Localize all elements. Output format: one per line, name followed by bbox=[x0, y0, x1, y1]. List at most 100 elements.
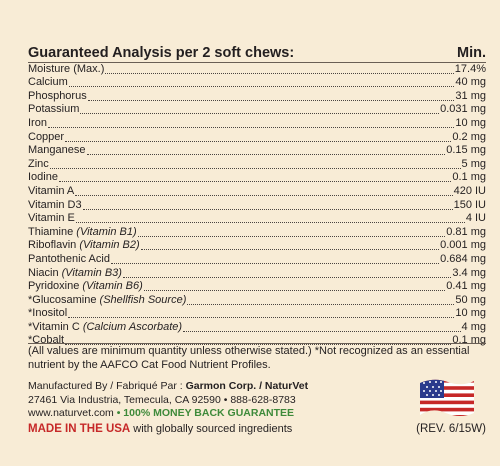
analysis-row: *Inositol 10 mg bbox=[28, 307, 486, 321]
analysis-list: Moisture (Max.) 17.4% Calcium 40 mg Phosphor… bbox=[28, 62, 486, 347]
nutrient-name: Phosphorus bbox=[28, 90, 87, 103]
analysis-row: Riboflavin (Vitamin B2) 0.001 mg bbox=[28, 239, 486, 253]
nutrient-name: Pyridoxine (Vitamin B6) bbox=[28, 280, 143, 293]
nutrient-label: Thiamine bbox=[28, 225, 77, 238]
dot-leader bbox=[80, 113, 440, 115]
footnote: (All values are minimum quantity unless … bbox=[28, 345, 470, 371]
nutrient-name: Vitamin A bbox=[28, 185, 74, 198]
nutrient-label: Vitamin E bbox=[28, 212, 75, 225]
nutrient-source: (Vitamin B1) bbox=[76, 225, 137, 238]
nutrient-name: Vitamin D3 bbox=[28, 199, 82, 212]
nutrient-name: Potassium bbox=[28, 103, 79, 116]
analysis-row: Potassium 0.031 mg bbox=[28, 103, 486, 117]
analysis-row: Moisture (Max.) 17.4% bbox=[28, 62, 486, 76]
nutrient-label: Potassium bbox=[28, 103, 80, 116]
nutrient-name: *Glucosamine (Shellfish Source) bbox=[28, 294, 186, 307]
dot-leader bbox=[187, 303, 455, 305]
analysis-row: Pantothenic Acid 0.684 mg bbox=[28, 252, 486, 266]
analysis-row: *Glucosamine (Shellfish Source) 50 mg bbox=[28, 293, 486, 307]
nutrient-name: Vitamin E bbox=[28, 212, 75, 225]
nutrient-label: Phosphorus bbox=[28, 89, 87, 102]
nutrient-source: (Vitamin B6) bbox=[82, 280, 143, 293]
list-bottom-rule bbox=[28, 343, 486, 344]
nutrient-label: Iron bbox=[28, 116, 47, 129]
bullet-separator: • bbox=[113, 407, 124, 419]
nutrient-name: Riboflavin (Vitamin B2) bbox=[28, 239, 140, 252]
dot-leader bbox=[105, 72, 454, 74]
min-column-label: Min. bbox=[457, 45, 486, 61]
nutrient-label: Zinc bbox=[28, 157, 49, 170]
revision-code: (REV. 6/15W) bbox=[416, 423, 486, 435]
dot-leader bbox=[68, 86, 455, 88]
nutrient-value: 150 IU bbox=[453, 198, 486, 211]
dot-leader bbox=[137, 235, 446, 237]
nutrient-source: (Shellfish Source) bbox=[99, 293, 187, 306]
nutrient-value: 0.684 mg bbox=[440, 252, 486, 265]
nutrient-value: 31 mg bbox=[455, 89, 486, 102]
nutrient-value: 0.81 mg bbox=[446, 225, 486, 238]
nutrient-value: 10 mg bbox=[455, 307, 486, 320]
nutrient-label: Pyridoxine bbox=[28, 280, 83, 293]
analysis-row: Copper 0.2 mg bbox=[28, 130, 486, 144]
dot-leader bbox=[86, 154, 446, 156]
nutrient-label: Vitamin D3 bbox=[28, 198, 82, 211]
dot-leader bbox=[65, 140, 452, 142]
nutrient-name: Iodine bbox=[28, 171, 58, 184]
nutrient-label: Pantothenic Acid bbox=[28, 252, 110, 265]
manufacturer-prefix: Manufactured By / Fabriqué Par : bbox=[28, 380, 186, 392]
nutrient-value: 0.41 mg bbox=[446, 280, 486, 293]
nutrient-source: (Vitamin B2) bbox=[79, 239, 140, 252]
analysis-row: Niacin (Vitamin B3) 3.4 mg bbox=[28, 266, 486, 280]
nutrient-value: 0.15 mg bbox=[446, 144, 486, 157]
analysis-row: Manganese 0.15 mg bbox=[28, 144, 486, 158]
dot-leader bbox=[75, 194, 453, 196]
heading-rule bbox=[28, 62, 486, 63]
dot-leader bbox=[122, 276, 452, 278]
made-in-usa: MADE IN THE USA bbox=[28, 423, 131, 435]
nutrient-name: Moisture (Max.) bbox=[28, 63, 104, 76]
analysis-row: *Vitamin C (Calcium Ascorbate) 4 mg bbox=[28, 320, 486, 334]
dot-leader bbox=[75, 222, 465, 224]
nutrient-value: 4 IU bbox=[465, 212, 486, 225]
analysis-row: Vitamin D3 150 IU bbox=[28, 198, 486, 212]
nutrient-label: Moisture (Max.) bbox=[28, 62, 105, 75]
analysis-row: Pyridoxine (Vitamin B6) 0.41 mg bbox=[28, 280, 486, 294]
nutrient-label: *Glucosamine bbox=[28, 293, 100, 306]
nutrient-name: Iron bbox=[28, 117, 47, 130]
dot-leader bbox=[140, 249, 440, 251]
dot-leader bbox=[49, 167, 461, 169]
nutrient-value: 4 mg bbox=[461, 320, 486, 333]
nutrient-name: *Inositol bbox=[28, 307, 67, 320]
nutrient-value: 10 mg bbox=[455, 116, 486, 129]
dot-leader bbox=[143, 290, 446, 292]
analysis-title: Guaranteed Analysis per 2 soft chews: bbox=[28, 45, 295, 61]
analysis-row: Iodine 0.1 mg bbox=[28, 171, 486, 185]
nutrient-value: 3.4 mg bbox=[452, 266, 486, 279]
nutrient-value: 0.031 mg bbox=[440, 103, 486, 116]
dot-leader bbox=[87, 99, 455, 101]
nutrient-source: (Vitamin B3) bbox=[61, 266, 122, 279]
nutrient-name: Niacin (Vitamin B3) bbox=[28, 267, 122, 280]
nutrient-value: 0.1 mg bbox=[452, 171, 486, 184]
nutrient-name: Zinc bbox=[28, 158, 49, 171]
nutrient-value: 50 mg bbox=[455, 293, 486, 306]
nutrient-label: *Inositol bbox=[28, 307, 68, 320]
nutrient-label: Manganese bbox=[28, 144, 86, 157]
nutrient-value: 0.001 mg bbox=[440, 239, 486, 252]
nutrient-label: Calcium bbox=[28, 76, 68, 89]
nutrient-value: 420 IU bbox=[453, 184, 486, 197]
manufacturer-company: Garmon Corp. / NaturVet bbox=[185, 380, 309, 392]
dot-leader bbox=[110, 262, 440, 264]
nutrient-label: Iodine bbox=[28, 171, 58, 184]
dot-leader bbox=[58, 181, 452, 183]
analysis-row: Vitamin A 420 IU bbox=[28, 184, 486, 198]
website-line: www.naturvet.com • 100% MONEY BACK GUARA… bbox=[28, 407, 408, 421]
nutrient-value: 0.2 mg bbox=[452, 130, 486, 143]
nutrient-label: Vitamin A bbox=[28, 184, 75, 197]
analysis-row: Iron 10 mg bbox=[28, 116, 486, 130]
nutrient-name: Copper bbox=[28, 131, 64, 144]
nutrient-label: Riboflavin bbox=[28, 239, 80, 252]
website-link[interactable]: www.naturvet.com bbox=[28, 407, 114, 419]
dot-leader bbox=[183, 330, 461, 332]
manufacturer-address: 27461 Via Industria, Temecula, CA 92590 … bbox=[28, 393, 296, 406]
